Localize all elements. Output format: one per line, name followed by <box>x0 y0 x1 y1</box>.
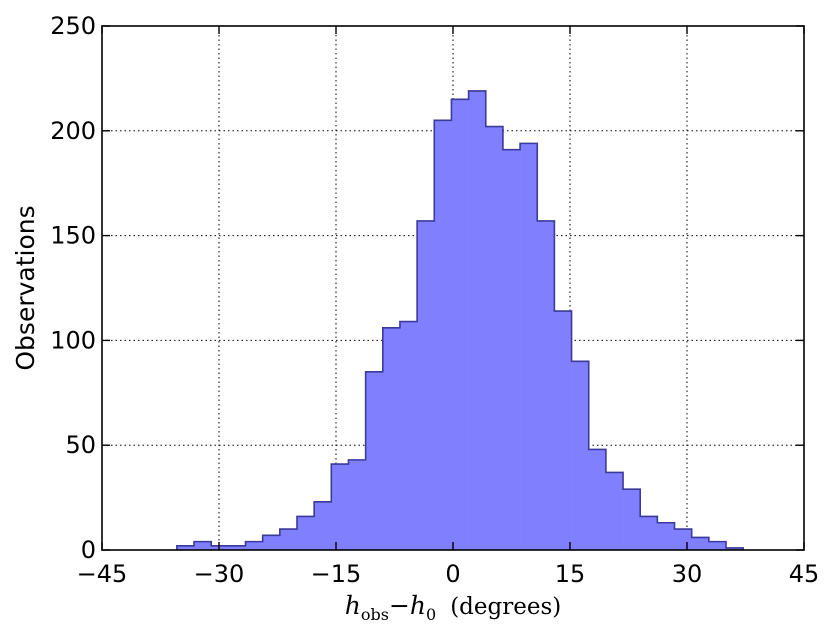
histogram-bar <box>382 327 401 550</box>
histogram-bar <box>228 545 246 550</box>
x-tick-label: 45 <box>789 560 820 588</box>
x-axis-title-h: h <box>345 591 361 620</box>
histogram-bar <box>194 541 212 550</box>
x-tick-labels: −45 −30 −15 0 15 30 45 <box>77 560 820 588</box>
histogram-bar <box>331 464 349 550</box>
histogram-bar <box>623 489 641 550</box>
x-axis-title-minus: − <box>389 591 410 620</box>
histogram-bar <box>571 361 590 550</box>
histogram-bar <box>451 99 469 551</box>
histogram-bar <box>605 472 624 550</box>
x-axis-title-h0: h <box>410 591 426 620</box>
histogram-bar <box>211 545 229 550</box>
x-tick-label: 0 <box>445 560 460 588</box>
y-tick-label: 250 <box>50 12 96 40</box>
histogram-bar <box>399 321 418 550</box>
histogram-bar <box>434 120 452 550</box>
x-tick-label: 30 <box>672 560 703 588</box>
y-tick-label: 100 <box>50 326 96 354</box>
histogram-bar <box>485 126 504 550</box>
histogram-bar <box>537 220 555 551</box>
histogram-bar <box>262 535 281 550</box>
histogram-bar <box>554 311 572 550</box>
y-tick-label: 50 <box>65 431 96 459</box>
y-axis-title: Observations <box>11 205 40 370</box>
y-tick-label: 200 <box>50 117 96 145</box>
histogram-bar <box>726 547 744 550</box>
histogram-bar <box>520 143 538 550</box>
histogram-bar <box>365 371 384 550</box>
histogram-bar <box>657 522 675 550</box>
x-tick-label: −45 <box>77 560 128 588</box>
histogram-bar <box>708 541 727 550</box>
x-axis-title-zero-subscript: 0 <box>426 605 436 624</box>
histogram-bar <box>314 501 332 550</box>
histogram-bars <box>176 90 744 551</box>
histogram-bar <box>691 537 710 550</box>
y-tick-label: 0 <box>81 536 96 564</box>
histogram-bar <box>640 516 658 550</box>
x-axis-title: hobs−h0 (degrees) <box>345 591 561 624</box>
axis-ticks <box>101 25 805 551</box>
histogram-bar <box>502 149 521 550</box>
y-tick-label: 150 <box>50 222 96 250</box>
histogram-bar <box>348 459 366 550</box>
histogram-bar <box>297 516 315 550</box>
x-tick-label: 15 <box>555 560 586 588</box>
histogram-bar <box>176 545 195 550</box>
y-tick-labels: 0 50 100 150 200 250 <box>50 12 96 564</box>
histogram-outline <box>176 90 744 550</box>
histogram-bar <box>417 220 435 551</box>
histogram-bar <box>279 529 298 550</box>
histogram-bar <box>468 90 487 550</box>
x-axis-title-obs-subscript: obs <box>361 605 389 624</box>
x-tick-label: −30 <box>194 560 245 588</box>
x-tick-label: −15 <box>311 560 362 588</box>
histogram-bar <box>245 541 263 550</box>
histogram-bar <box>588 449 607 550</box>
histogram-bar <box>674 529 692 550</box>
x-axis-title-unit: (degrees) <box>450 594 561 620</box>
